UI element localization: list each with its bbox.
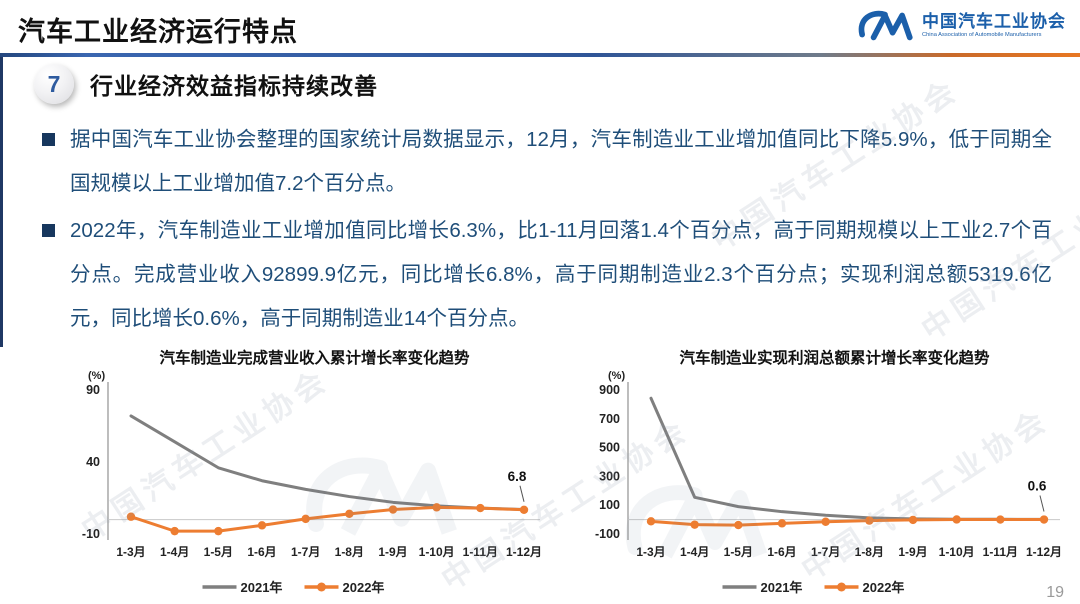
series-point bbox=[734, 520, 743, 530]
bullet-text: 据中国汽车工业协会整理的国家统计局数据显示，12月，汽车制造业工业增加值同比下降… bbox=[70, 128, 1052, 195]
series-point bbox=[865, 516, 874, 525]
caam-org-name: 中国汽车工业协会 bbox=[922, 12, 1066, 32]
bullet-item: 据中国汽车工业协会整理的国家统计局数据显示，12月，汽车制造业工业增加值同比下降… bbox=[40, 118, 1052, 206]
series-point bbox=[646, 517, 656, 526]
page-number: 19 bbox=[1046, 584, 1064, 601]
series-point bbox=[908, 515, 918, 525]
series-point bbox=[476, 503, 485, 513]
chart-canvas: 汽车制造业实现利润总额累计增长率变化趋势 (%)900 700 500 300 100 -1… bbox=[595, 348, 1062, 595]
end-data-label: 6.8 bbox=[508, 469, 527, 484]
caam-monogram-icon bbox=[858, 10, 913, 41]
legend-label: 2021年 bbox=[761, 580, 803, 595]
series-point bbox=[821, 517, 830, 526]
x-tick-label: 1-10月 bbox=[939, 545, 975, 559]
x-tick-label: 1-4月 bbox=[160, 545, 189, 559]
x-tick-label: 1-6月 bbox=[247, 545, 276, 559]
x-tick-label: 1-12月 bbox=[506, 545, 542, 559]
bullet-square-icon bbox=[42, 133, 55, 146]
charts-region: 汽车制造业完成营业收入累计增长率变化趋势 (%) 90 40 -10 1-3月 1-4月 1-… bbox=[0, 346, 1080, 604]
chart-legend: 2021年 2022年 bbox=[202, 580, 385, 595]
y-tick-label: 500 bbox=[599, 441, 620, 455]
y-axis-unit-label: (%) bbox=[88, 370, 105, 382]
y-tick-label: 90 bbox=[86, 383, 100, 397]
series-point bbox=[996, 515, 1005, 524]
x-tick-label: 1-7月 bbox=[811, 545, 840, 559]
chart-canvas: 汽车制造业完成营业收入累计增长率变化趋势 (%)90 40 -10 1-3月 1-4月 1-… bbox=[82, 348, 542, 595]
x-tick-label: 1-11月 bbox=[983, 545, 1018, 559]
series-point bbox=[690, 520, 699, 529]
data-label-leader-line bbox=[1039, 495, 1045, 512]
caam-logo: 中国汽车工业协会 China Association of Automobile… bbox=[856, 6, 1066, 46]
y-tick-label: 100 bbox=[599, 498, 620, 512]
section-heading: 行业经济效益指标持续改善 bbox=[90, 73, 378, 99]
series-point bbox=[388, 505, 398, 514]
x-tick-label: 1-9月 bbox=[898, 545, 927, 559]
x-tick-label: 1-10月 bbox=[419, 545, 455, 559]
x-tick-label: 1-8月 bbox=[335, 545, 364, 559]
x-tick-label: 1-9月 bbox=[378, 545, 407, 559]
series-line-2021年 bbox=[129, 414, 526, 512]
y-tick-label: -100 bbox=[595, 527, 620, 541]
legend-label: 2022年 bbox=[863, 580, 905, 595]
left-accent-strip bbox=[0, 57, 3, 347]
series-point bbox=[214, 526, 223, 536]
y-tick-label: -10 bbox=[82, 527, 100, 541]
series-point bbox=[1039, 515, 1049, 524]
profit-growth-chart: 汽车制造业实现利润总额累计增长率变化趋势 (%) 900 700 500 300 100 -1… bbox=[568, 346, 1073, 604]
x-tick-label: 1-7月 bbox=[291, 545, 320, 559]
data-label-leader-line bbox=[519, 485, 525, 502]
x-tick-label: 1-11月 bbox=[463, 545, 498, 559]
x-tick-label: 1-12月 bbox=[1026, 545, 1062, 559]
series-point bbox=[301, 514, 310, 524]
series-point bbox=[952, 515, 961, 524]
legend-label: 2021年 bbox=[241, 580, 283, 595]
revenue-growth-chart: 汽车制造业完成营业收入累计增长率变化趋势 (%) 90 40 -10 1-3月 1-4月 1-… bbox=[48, 346, 553, 604]
x-tick-label: 1-8月 bbox=[855, 545, 884, 559]
x-tick-label: 1-5月 bbox=[724, 545, 753, 559]
series-point bbox=[777, 519, 787, 528]
series-point bbox=[170, 526, 179, 536]
x-tick-label: 1-4月 bbox=[680, 545, 709, 559]
series-point bbox=[432, 503, 441, 512]
x-tick-label: 1-6月 bbox=[767, 545, 796, 559]
x-tick-label: 1-3月 bbox=[116, 545, 145, 559]
legend-label: 2022年 bbox=[343, 580, 385, 595]
bullet-item: 2022年，汽车制造业工业增加值同比增长6.3%，比1-11月回落1.4个百分点… bbox=[40, 209, 1052, 341]
series-point bbox=[126, 512, 136, 521]
chart-title: 汽车制造业实现利润总额累计增长率变化趋势 bbox=[679, 348, 990, 367]
series-line-2022年 bbox=[649, 517, 1046, 527]
y-tick-label: 40 bbox=[86, 455, 100, 469]
y-tick-label: 900 bbox=[599, 383, 620, 397]
section-number-badge: 7 bbox=[34, 64, 74, 104]
x-tick-label: 1-3月 bbox=[636, 545, 665, 559]
chart-title: 汽车制造业完成营业收入累计增长率变化趋势 bbox=[159, 348, 470, 367]
chart-legend: 2021年 2022年 bbox=[722, 580, 905, 595]
y-axis-unit-label: (%) bbox=[608, 370, 625, 382]
bullet-text: 2022年，汽车制造业工业增加值同比增长6.3%，比1-11月回落1.4个百分点… bbox=[70, 219, 1052, 330]
legend-marker-icon bbox=[317, 582, 326, 592]
caam-org-name-en: China Association of Automobile Manufact… bbox=[922, 32, 1042, 38]
x-tick-label: 1-5月 bbox=[204, 545, 233, 559]
series-point bbox=[345, 509, 354, 519]
bullet-list: 据中国汽车工业协会整理的国家统计局数据显示，12月，汽车制造业工业增加值同比下降… bbox=[40, 118, 1052, 344]
series-point bbox=[519, 505, 529, 515]
series-line-2021年 bbox=[649, 396, 1046, 521]
bullet-square-icon bbox=[42, 224, 55, 237]
header-divider bbox=[0, 53, 1080, 57]
legend-marker-icon bbox=[837, 582, 846, 592]
section-header: 7 行业经济效益指标持续改善 bbox=[34, 64, 378, 104]
end-data-label: 0.6 bbox=[1028, 479, 1047, 494]
series-line-2022年 bbox=[129, 505, 526, 533]
y-tick-label: 300 bbox=[599, 469, 620, 483]
y-tick-label: 700 bbox=[599, 412, 620, 426]
series-point bbox=[257, 521, 267, 530]
caam-logo-text: 中国汽车工业协会 China Association of Automobile… bbox=[922, 13, 1066, 38]
page-title: 汽车工业经济运行特点 bbox=[18, 17, 298, 47]
